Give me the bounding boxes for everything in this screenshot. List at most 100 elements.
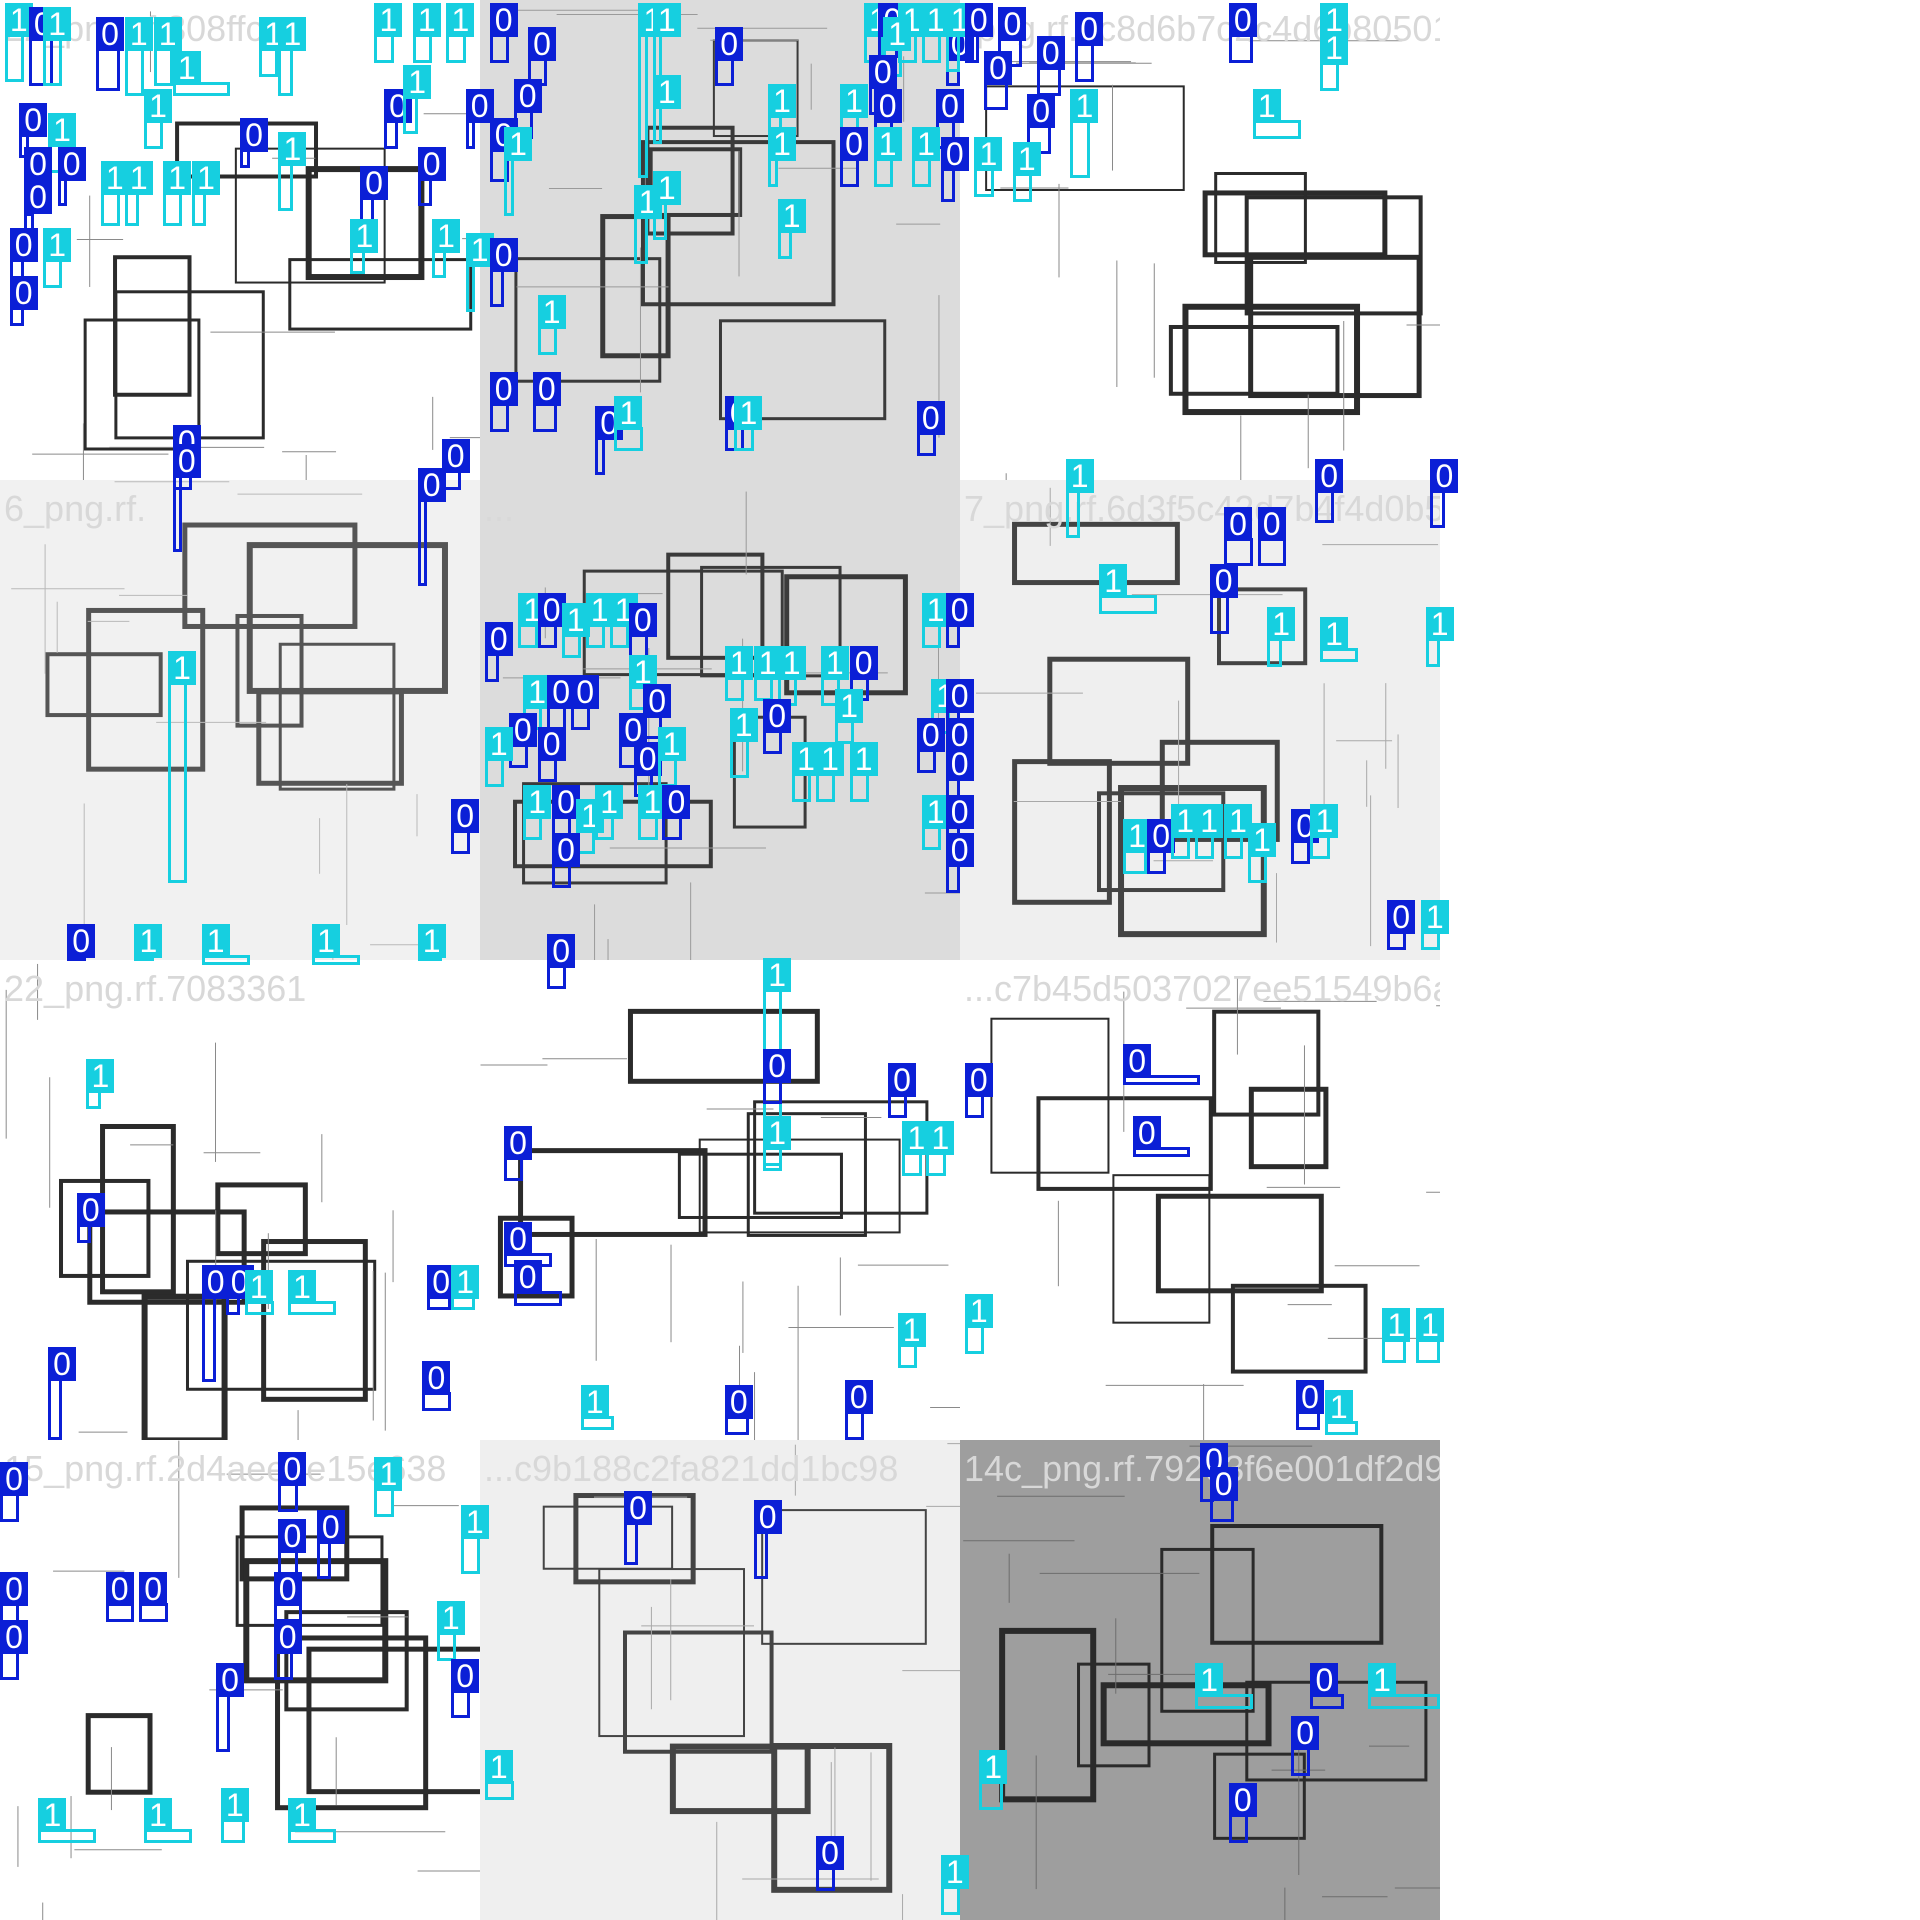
wall-outline [990,1017,1110,1174]
class-label-tag: 0 [0,1461,28,1496]
wall-outline [1168,324,1340,396]
detection-box-class-1: 1 [484,1749,514,1800]
class-label-tag: 1 [288,1797,316,1832]
detection-box-class-0: 0 [1315,458,1344,524]
class-label-tag: 1 [124,161,153,195]
wall-outline [1217,587,1308,666]
detection-box-class-1: 1 [244,1269,274,1316]
detection-box-class-1: 1 [259,17,288,77]
class-label-tag: 1 [652,170,681,205]
detection-box-class-1: 1 [652,74,681,144]
mosaic-tile-3: 6_png.rf. [0,480,480,960]
detection-box-class-0: 0 [451,1658,480,1719]
detection-box-class-0: 0 [547,933,576,989]
class-label-tag: 1 [537,295,566,330]
class-label-tag: 0 [1228,1783,1257,1818]
class-label-tag: 0 [172,444,201,479]
detection-box-class-0: 0 [24,180,52,236]
detection-box-class-1: 1 [288,1269,336,1316]
detection-box-class-0: 0 [1209,1466,1238,1522]
detection-box-class-1: 1 [1320,31,1348,92]
detection-box-class-0: 0 [1123,1044,1200,1085]
class-label-tag: 1 [820,645,849,680]
class-label-tag: 0 [0,1572,28,1607]
class-label-tag: 1 [244,1269,273,1304]
class-label-tag: 1 [964,1293,993,1328]
detection-box-class-0: 0 [48,1346,76,1440]
wall-outline [243,1558,389,1684]
wall-outline [1210,1524,1384,1645]
class-label-tag: 1 [350,218,379,253]
wall-outline [235,1535,384,1627]
wall-outline [1248,254,1422,399]
detection-box-class-0: 0 [724,1385,753,1436]
wall-outline [666,552,765,660]
class-label-tag: 1 [484,727,513,762]
detection-box-class-0: 0 [888,1063,916,1119]
detection-box-class-1: 1 [100,161,129,226]
floor-plan-image [990,977,1440,1440]
detection-box-class-1: 1 [1420,900,1449,951]
detection-box-class-0: 0 [489,372,518,432]
detection-box-class-0: 0 [465,89,494,149]
class-label-tag: 0 [945,746,974,781]
detection-box-class-0: 0 [96,17,124,92]
detection-box-class-0: 0 [595,405,624,476]
class-label-tag: 1 [201,924,230,959]
detection-box-class-0: 0 [417,468,446,586]
detection-box-class-1: 1 [1099,564,1157,615]
wall-outline [87,1209,247,1305]
detection-box-class-0: 0 [643,684,672,740]
detection-box-class-1: 1 [144,1797,192,1844]
detection-box-class-0: 0 [547,674,576,730]
detection-box-class-0: 0 [964,3,993,63]
class-label-tag: 0 [945,717,974,752]
detection-box-class-0: 0 [273,1620,302,1680]
class-label-tag: 1 [595,785,624,819]
class-label-tag: 1 [1065,458,1094,493]
class-label-tag: 0 [571,674,600,709]
wall-outline [1182,303,1361,416]
class-label-tag: 1 [278,132,307,167]
class-label-tag: 0 [849,645,878,680]
class-label-tag: 1 [1416,1308,1444,1343]
class-label-tag: 1 [585,593,614,627]
detection-box-class-1: 1 [1324,1389,1359,1436]
class-label-tag: 0 [278,1452,307,1487]
floor-plan-image [480,1008,960,1440]
class-label-tag: 1 [792,741,820,776]
class-label-tag: 1 [1252,89,1281,123]
class-label-tag: 0 [633,741,662,776]
detection-box-class-1: 1 [451,1265,480,1311]
detection-box-class-0: 0 [840,127,868,188]
class-label-tag: 0 [1257,506,1286,541]
detection-box-class-0: 0 [76,1193,105,1244]
class-label-tag: 0 [1224,506,1252,541]
detection-box-class-0: 0 [945,833,974,893]
class-label-tag: 1 [729,708,758,743]
detection-box-class-1: 1 [1195,1663,1253,1709]
class-label-tag: 0 [936,89,964,123]
class-label-tag: 1 [144,89,172,123]
class-label-tag: 0 [940,137,969,171]
class-label-tag: 0 [422,1361,451,1395]
detection-box-class-0: 0 [489,3,518,63]
detection-box-class-0: 0 [849,645,878,701]
class-label-tag: 1 [124,17,153,51]
class-label-tag: 0 [76,1193,105,1227]
wall-outline [746,1112,867,1237]
detection-box-class-1: 1 [926,1121,955,1176]
class-label-tag: 0 [504,1221,532,1256]
detection-box-class-0: 0 [552,785,580,840]
detection-box-class-1: 1 [288,1797,336,1844]
class-label-tag: 1 [816,741,844,776]
detection-box-class-0: 0 [172,444,201,490]
class-label-tag: 0 [552,833,580,867]
class-label-tag: 0 [916,401,945,435]
detection-box-class-0: 0 [945,746,974,807]
detection-box-class-1: 1 [585,593,614,648]
detection-box-class-0: 0 [1228,1783,1257,1844]
class-label-tag: 0 [1132,1116,1161,1151]
detection-box-class-0: 0 [945,593,974,648]
class-label-tag: 1 [1310,804,1339,839]
